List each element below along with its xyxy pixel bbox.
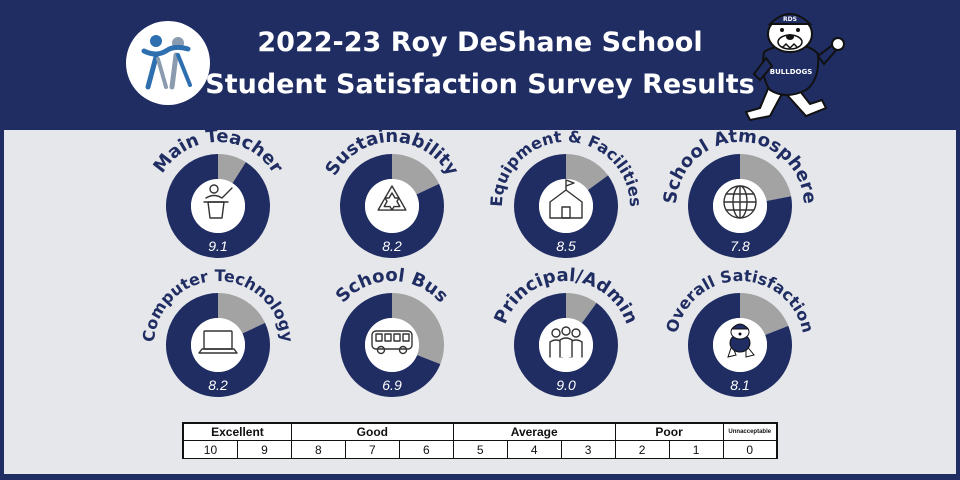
gauge-value-slice (166, 293, 270, 397)
gauge-remainder-slice (392, 293, 445, 365)
gauge-value-label: 9.1 (208, 238, 227, 254)
gauge-remainder-slice (218, 293, 266, 334)
people-icon (549, 326, 583, 358)
mascot-shirt-text: BULLDOGS (770, 68, 813, 76)
gauge-center (365, 179, 419, 233)
legend-poor: Poor (614, 423, 724, 441)
title-line-1: 2022-23 Roy DeShane School (257, 27, 703, 58)
gauge-remainder-slice (740, 154, 792, 201)
gauge-value-slice (688, 293, 792, 397)
school-logo (126, 21, 210, 105)
gauge-value-label: 8.1 (730, 377, 749, 393)
legend-number: 9 (236, 440, 292, 459)
legend-unacceptable: Unnacceptable (722, 423, 778, 441)
legend-number: 0 (722, 440, 778, 459)
gauge-remainder-slice (566, 154, 609, 191)
rating-scale-table: Excellent Good Average Poor Unnacceptabl… (183, 423, 778, 459)
gauge-remainder-slice (566, 293, 597, 324)
gauge-center (191, 318, 245, 372)
gauge-remainder-slice (740, 293, 789, 336)
legend-number: 3 (560, 440, 616, 459)
legend-number: 7 (344, 440, 400, 459)
mascot-cap-text: RDS (783, 16, 797, 23)
gauge-value-label: 9.0 (556, 377, 576, 393)
gauge-value-label: 8.2 (208, 377, 228, 393)
legend-good: Good (290, 423, 454, 441)
gauge-value-slice (514, 154, 618, 258)
legend-average: Average (452, 423, 616, 441)
legend-number: 4 (506, 440, 562, 459)
legend-number: 6 (398, 440, 454, 459)
gauge-value-label: 8.2 (382, 238, 402, 254)
gauge-value-slice (165, 154, 270, 258)
legend-number: 1 (668, 440, 724, 459)
gauge-remainder-slice (392, 154, 440, 195)
header-banner: 2022-23 Roy DeShane School Student Satis… (0, 0, 960, 128)
gauge-center (191, 179, 245, 233)
legend-number: 2 (614, 440, 670, 459)
recycle-icon (377, 185, 407, 211)
legend-number: 5 (452, 440, 508, 459)
school-bus-icon (371, 330, 413, 355)
gauge-center (365, 318, 419, 372)
logo-figures-icon (141, 35, 192, 90)
gauge-remainder-slice (218, 154, 246, 184)
bulldog-mascot-icon: RDS BULLDOGS (744, 6, 845, 122)
gauge-value-slice (340, 293, 441, 397)
gauge-value-label: 7.8 (730, 238, 750, 254)
laptop-icon (198, 330, 238, 354)
legend-number: 8 (290, 440, 346, 459)
gauge-value-slice (514, 293, 618, 398)
gauge-value-slice (688, 154, 792, 259)
page-title: 2022-23 Roy DeShane School Student Satis… (180, 22, 780, 106)
gauge-value-label: 8.5 (556, 238, 576, 254)
teacher-icon (203, 184, 233, 219)
legend-number: 10 (183, 440, 238, 459)
gauge-value-slice (340, 154, 444, 258)
globe-icon (723, 185, 757, 219)
gauge-value-label: 6.9 (382, 377, 402, 393)
results-panel (4, 130, 956, 474)
title-line-2: Student Satisfaction Survey Results (205, 69, 755, 100)
school-house-icon (549, 179, 583, 219)
bulldog-icon (727, 323, 755, 358)
gauge-center (539, 179, 593, 233)
legend-excellent: Excellent (183, 423, 292, 441)
rating-scale-legend: Excellent Good Average Poor Unnacceptabl… (182, 422, 778, 459)
